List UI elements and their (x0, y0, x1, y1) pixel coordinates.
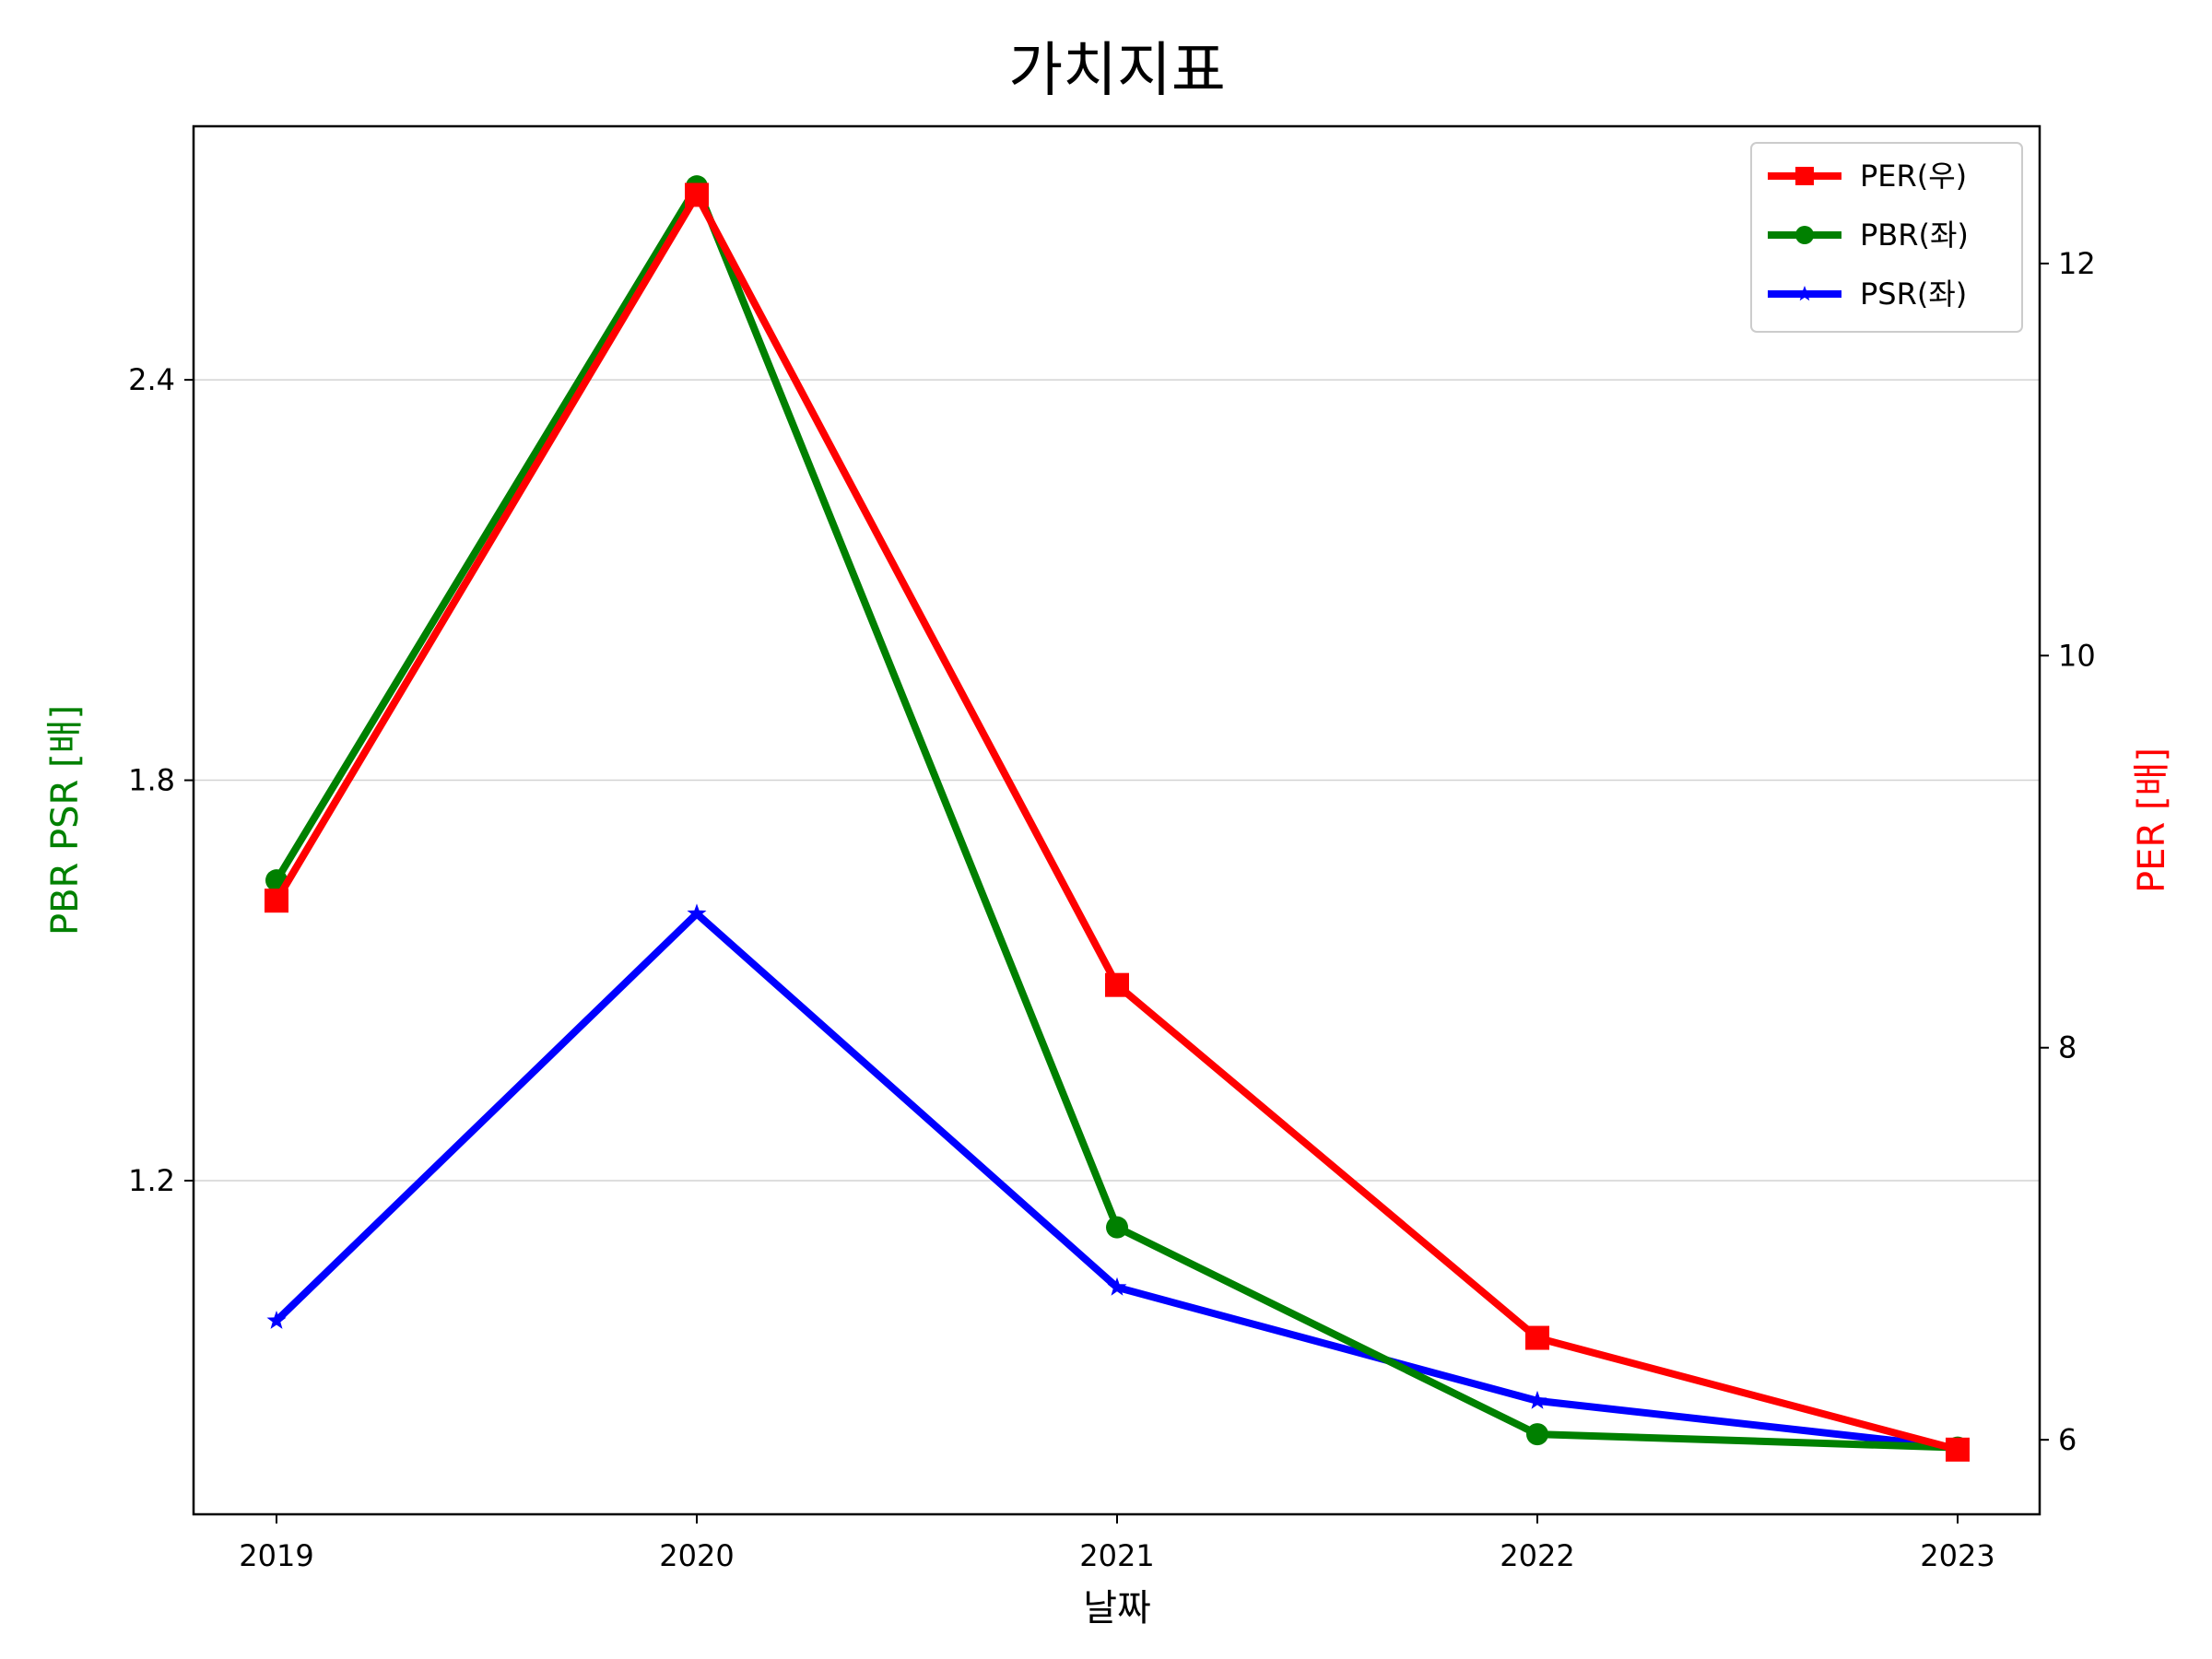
x-tick-label: 2021 (1079, 1538, 1154, 1573)
data-point-psr (266, 1311, 287, 1329)
y-right-tick-label: 6 (2058, 1422, 2077, 1457)
x-axis: 2019 2020 2021 2022 2023 (239, 1514, 1995, 1573)
data-point-pbr (1526, 1423, 1548, 1446)
y-right-tick-label: 10 (2058, 638, 2096, 673)
x-tick-label: 2019 (239, 1538, 313, 1573)
x-tick-label: 2020 (659, 1538, 734, 1573)
grid-lines (194, 379, 2040, 1182)
y-right-tick-label: 12 (2058, 246, 2096, 281)
x-axis-label: 날짜 (1083, 1587, 1151, 1630)
legend-label-per: PER(우) (1860, 159, 1967, 194)
data-point-psr (687, 903, 707, 923)
y-left-tick-label: 1.8 (128, 763, 175, 798)
y-axis-right-label: PER [배] (2131, 747, 2173, 893)
x-tick-label: 2022 (1500, 1538, 1574, 1573)
legend-label-pbr: PBR(좌) (1860, 218, 1969, 253)
legend-box (1750, 142, 2023, 333)
series-layer (265, 175, 1970, 1462)
data-point-per (1946, 1437, 1970, 1462)
legend-label-psr: PSR(좌) (1860, 276, 1967, 312)
data-point-per (1525, 1325, 1549, 1350)
legend-marker-psr (1796, 286, 1813, 301)
legend: PER(우) PBR(좌) PSR(좌) (1750, 142, 2023, 333)
y-left-tick-label: 2.4 (128, 362, 175, 397)
y-axis-right: 6 8 10 12 (2040, 246, 2096, 1457)
data-point-psr (1527, 1390, 1547, 1409)
y-axis-left-label: PBR PSR [배] (44, 705, 87, 935)
legend-marker-per (1795, 167, 1814, 185)
y-right-tick-label: 8 (2058, 1030, 2077, 1065)
data-point-psr (1107, 1277, 1127, 1296)
legend-marker-pbr (1795, 226, 1814, 244)
data-point-per (685, 182, 709, 207)
data-point-per (1105, 972, 1129, 997)
data-point-pbr (1106, 1216, 1128, 1239)
x-tick-label: 2023 (1920, 1538, 1994, 1573)
chart-title: 가치지표 (1008, 37, 1226, 105)
data-point-per (265, 888, 288, 913)
series-per (265, 182, 1970, 1462)
y-axis-left: 1.2 1.8 2.4 (128, 362, 194, 1198)
y-left-tick-label: 1.2 (128, 1163, 175, 1198)
